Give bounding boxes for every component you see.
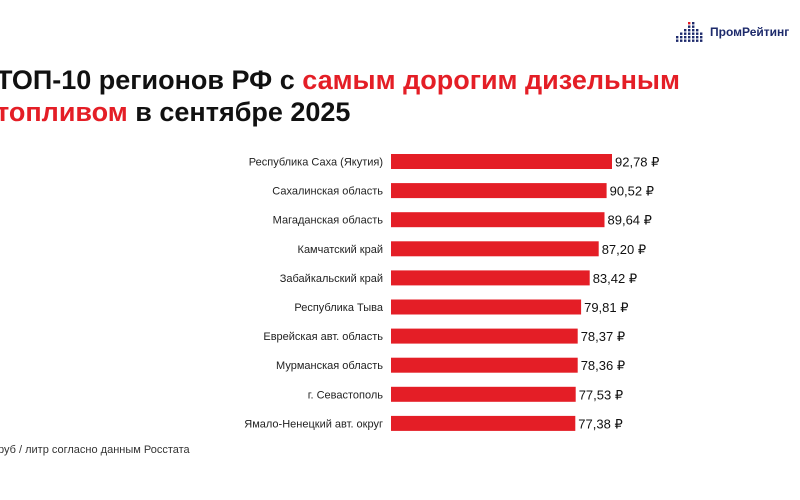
- category-label: Камчатский край: [298, 244, 383, 256]
- value-label: 77,53 ₽: [579, 387, 623, 402]
- category-label: Еврейская авт. область: [263, 331, 383, 343]
- value-label: 77,38 ₽: [578, 416, 622, 431]
- chart-title: ТОП-10 регионов РФ с самым дорогим дизел…: [0, 64, 796, 128]
- value-label: 92,78 ₽: [615, 155, 659, 170]
- category-label: Республика Тыва: [294, 302, 384, 314]
- bar: [391, 357, 578, 373]
- value-label: 78,36 ₽: [581, 358, 625, 373]
- bar: [391, 183, 607, 199]
- category-label: Сахалинская область: [272, 186, 383, 198]
- bar: [391, 241, 599, 257]
- category-label: Магаданская область: [273, 215, 384, 227]
- bar: [391, 270, 590, 286]
- category-label: Ямало-Ненецкий авт. округ: [244, 418, 383, 430]
- logo-text: ПромРейтинг: [710, 25, 790, 39]
- bar: [391, 212, 605, 228]
- title-part2: в сентябре 2025: [127, 97, 351, 127]
- logo-bars-icon: [676, 22, 703, 42]
- category-label: Забайкальский край: [280, 273, 383, 285]
- promreiting-logo: ПромРейтинг: [676, 22, 800, 42]
- value-label: 78,37 ₽: [581, 329, 625, 344]
- category-label: Республика Саха (Якутия): [249, 157, 383, 169]
- value-label: 87,20 ₽: [602, 242, 646, 257]
- title-part1: ТОП-10 регионов РФ с: [0, 65, 303, 95]
- title-highlight: самым дорогим дизельным топливом: [0, 65, 680, 127]
- value-label: 83,42 ₽: [593, 271, 637, 286]
- value-label: 79,81 ₽: [584, 300, 628, 315]
- bar: [391, 415, 576, 431]
- footnote: руб / литр согласно данным Росстата: [0, 444, 190, 456]
- bar: [391, 328, 578, 344]
- bar: [391, 386, 576, 402]
- value-label: 90,52 ₽: [610, 184, 654, 199]
- category-label: Мурманская область: [276, 360, 383, 372]
- bar: [391, 154, 612, 169]
- value-label: 89,64 ₽: [608, 213, 652, 228]
- bar: [391, 299, 582, 315]
- category-label: г. Севастополь: [308, 389, 383, 401]
